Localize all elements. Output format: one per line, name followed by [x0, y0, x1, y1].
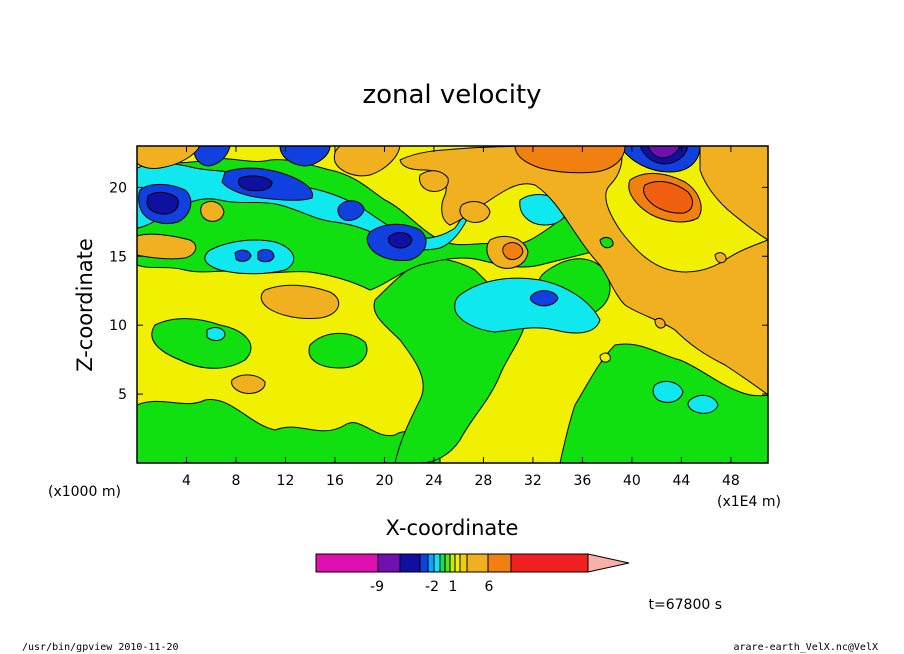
y-tick-label: 10: [109, 318, 127, 334]
chart-title: zonal velocity: [362, 80, 541, 110]
colorbar-segment: [454, 553, 461, 573]
x-axis-label: X-coordinate: [386, 516, 519, 540]
colorbar-segment: [449, 553, 456, 573]
contour-green-left-mid: [151, 318, 252, 369]
contour-blue-centre: [337, 200, 365, 221]
colorbar-label: -9: [370, 579, 384, 595]
colorbar: [315, 553, 630, 573]
x-axis-ticks: 4 8 12 16 20 24 28 32 36 40 44 48: [182, 146, 740, 489]
contour-orange-left-blob: [200, 201, 225, 222]
contour-darkblue-upper: [237, 175, 273, 192]
contour-darkorange-centre: [502, 242, 524, 260]
colorbar-segment: [419, 553, 429, 573]
colorbar-segment: [399, 553, 421, 573]
contour-cyan-bottom-right: [652, 381, 684, 403]
x-unit-right: (x1E4 m): [717, 494, 781, 510]
colorbar-segment: [439, 553, 446, 573]
colorbar-label: 1: [449, 579, 458, 595]
contour-field: [137, 146, 768, 463]
x-unit-left: (x1000 m): [48, 484, 121, 500]
x-tick-label: 40: [623, 473, 641, 489]
footer-left: /usr/bin/gpview 2010-11-20: [22, 642, 179, 653]
contour-darkblue-left: [146, 191, 179, 215]
y-axis-ticks: 5 10 15 20: [109, 180, 768, 403]
contour-orange-top-left: [137, 146, 201, 169]
y-tick-label: 15: [109, 249, 127, 265]
contour-darkblue-mid: [387, 232, 413, 249]
time-annotation: t=67800 s: [649, 597, 723, 613]
y-tick-label: 20: [109, 180, 127, 196]
x-tick-label: 24: [425, 473, 443, 489]
contour-purple-top-right: [647, 146, 681, 159]
contour-cyan-small-1: [206, 327, 226, 341]
contour-blue-top-1: [193, 146, 231, 167]
colorbar-segment: [466, 553, 489, 573]
contour-orange-centre-right: [459, 201, 491, 223]
footer-right: arare-earth_VelX.nc@VelX: [734, 642, 879, 653]
x-tick-label: 36: [573, 473, 591, 489]
contour-orange-left-mid: [260, 284, 340, 319]
contour-yellow-blob-1: [599, 352, 611, 363]
contour-blue-right-mid: [529, 290, 559, 307]
contour-orange-far-right: [699, 146, 768, 241]
x-tick-label: 44: [672, 473, 690, 489]
contour-red-right: [643, 181, 693, 214]
x-tick-label: 32: [524, 473, 542, 489]
colorbar-segment: [377, 553, 401, 573]
contour-cyan-right-mid: [454, 277, 601, 334]
contour-green-small-1: [599, 237, 614, 249]
colorbar-label: 6: [485, 579, 494, 595]
x-tick-label: 12: [277, 473, 295, 489]
colorbar-segment: [510, 553, 589, 573]
plot-frame: [136, 145, 769, 464]
y-tick-label: 5: [118, 387, 127, 403]
x-tick-label: 16: [326, 473, 344, 489]
contour-orange-small-1: [654, 317, 666, 329]
y-axis-label: Z-coordinate: [73, 238, 97, 372]
x-tick-label: 48: [722, 473, 740, 489]
colorbar-segment: [315, 553, 379, 573]
colorbar-label: -2: [425, 579, 439, 595]
contour-green-mid-small: [308, 332, 368, 369]
x-tick-label: 20: [376, 473, 394, 489]
contour-orange-small-2: [714, 252, 727, 264]
contour-orange-left-lower: [231, 374, 266, 394]
contour-blue-top-2: [279, 146, 331, 167]
x-tick-label: 8: [232, 473, 241, 489]
colorbar-segment: [433, 553, 441, 573]
contour-orange-top-mid: [333, 146, 401, 177]
colorbar-segment: [487, 553, 512, 573]
contour-blue-left-mid: [234, 249, 252, 262]
contour-green-right-lower: [559, 343, 768, 463]
colorbar-segment: [427, 553, 435, 573]
contour-darkorange-top: [514, 146, 626, 174]
colorbar-segment: [444, 553, 451, 573]
colorbar-labels: -9 -2 1 6: [370, 579, 494, 595]
contour-orange-centre-top: [419, 170, 449, 192]
colorbar-arrow: [587, 553, 630, 573]
contour-blue-left-mid-2: [257, 249, 275, 263]
x-tick-label: 28: [475, 473, 493, 489]
contour-cyan-far-bottom-right: [687, 394, 719, 414]
contour-orange-left-upper: [137, 233, 197, 260]
colorbar-segment: [459, 553, 468, 573]
x-tick-label: 4: [182, 473, 191, 489]
